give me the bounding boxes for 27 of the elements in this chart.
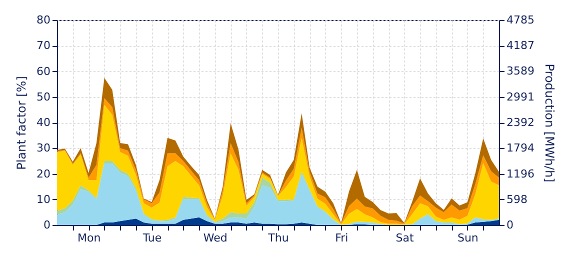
- x-tick-label: Wed: [203, 232, 228, 244]
- y2-tick-label: 1794: [506, 142, 534, 155]
- y2-tick-label: 0: [506, 218, 514, 232]
- x-tick-label: Fri: [335, 232, 348, 244]
- y2-tick-label: 3589: [506, 64, 534, 78]
- x-tick-label: Mon: [77, 232, 101, 244]
- y-axis-title: Plant factor [%]: [14, 76, 29, 170]
- y2-tick-label: 4187: [506, 39, 534, 52]
- y-tick-label: 50: [36, 90, 50, 104]
- y-tick-label: 60: [36, 64, 50, 78]
- y2-tick-label: 1196: [506, 167, 534, 180]
- y2-tick-label: 2392: [506, 116, 534, 130]
- y-tick-label: 20: [36, 167, 50, 180]
- x-tick-label: Sat: [396, 232, 414, 244]
- y2-axis-title: Production [MWh/h]: [542, 64, 556, 182]
- x-tick-label: Tue: [142, 232, 162, 244]
- y-tick-label: 10: [36, 192, 50, 206]
- y-tick-label: 40: [36, 116, 50, 129]
- y2-tick-label: 598: [506, 192, 528, 206]
- y-tick-label: 30: [36, 142, 50, 155]
- y-tick-label: 70: [36, 39, 50, 52]
- x-tick-label: Thu: [267, 232, 289, 244]
- y-tick-label: 80: [36, 14, 50, 26]
- y2-tick-label: 2991: [506, 90, 534, 104]
- y-tick-label: 0: [44, 218, 50, 232]
- x-tick-label: Sun: [457, 232, 478, 244]
- y2-tick-label: 4785: [506, 14, 534, 26]
